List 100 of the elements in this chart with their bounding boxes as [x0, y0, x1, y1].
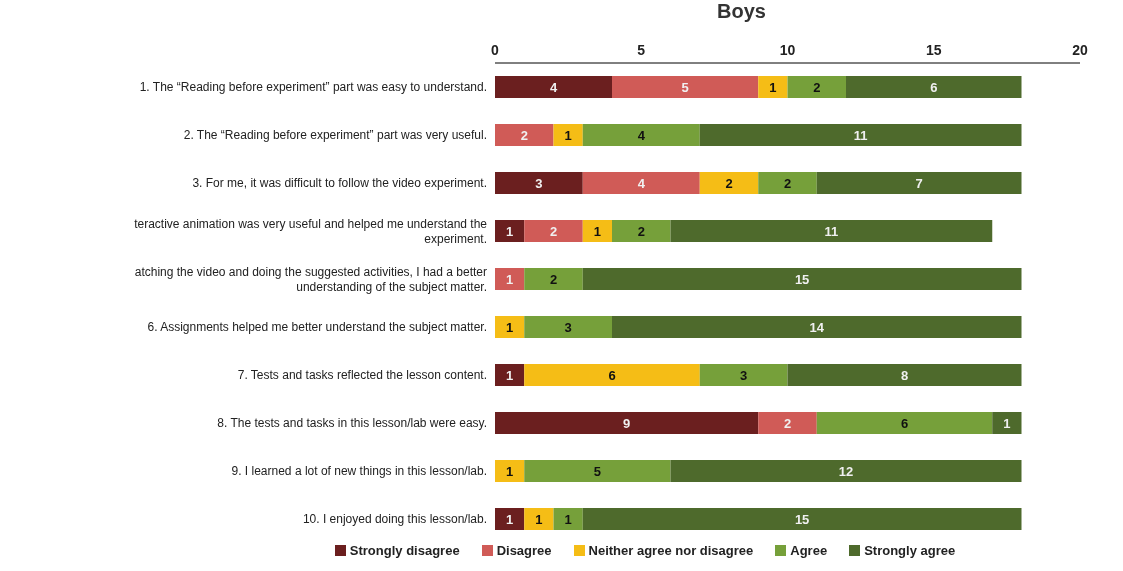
data-label: 4 [549, 80, 558, 95]
bar [758, 412, 817, 434]
data-label: 1 [564, 512, 572, 527]
data-label: 2 [725, 176, 733, 191]
bar [699, 124, 1022, 146]
data-label: 2 [549, 272, 558, 287]
data-label: 14 [809, 320, 825, 335]
data-label: 4 [637, 176, 646, 191]
bar [553, 124, 583, 146]
data-label: 1 [564, 128, 572, 143]
bar [524, 316, 612, 338]
bar [992, 412, 1022, 434]
bar [582, 220, 612, 242]
data-label: 7 [915, 176, 923, 191]
data-label: 1 [506, 368, 514, 383]
bar [699, 364, 788, 386]
bar [524, 220, 583, 242]
legend-label: Strongly disagree [348, 543, 460, 558]
bar [582, 124, 700, 146]
bar [758, 76, 788, 98]
data-label: 1 [506, 320, 514, 335]
data-label: 15 [794, 272, 810, 287]
data-label: 2 [783, 416, 792, 431]
data-label: 1 [769, 80, 777, 95]
data-label: 3 [535, 176, 543, 191]
y-tick-label: 8. The tests and tasks in this lesson/lab were easy. [217, 416, 487, 430]
x-tick-label: 5 [637, 42, 646, 58]
data-label: 8 [900, 368, 909, 383]
data-label: 1 [1003, 416, 1011, 431]
data-label: 2 [520, 128, 528, 143]
data-label: 2 [813, 80, 821, 95]
x-tick-label: 10 [779, 42, 796, 58]
data-label: 11 [824, 224, 839, 239]
bar [846, 76, 1022, 98]
y-tick-label: 3. For me, it was difficult to follow the video experiment. [192, 176, 487, 190]
bar [787, 76, 846, 98]
data-label: 5 [681, 80, 689, 95]
bar [582, 508, 1022, 530]
data-label: 1 [506, 272, 514, 287]
data-label: 1 [535, 512, 543, 527]
x-tick-label: 0 [491, 42, 500, 58]
y-tick-label: 9. I learned a lot of new things in this lesson/lab. [231, 464, 487, 478]
data-label: 6 [608, 368, 616, 383]
bar [582, 268, 1022, 290]
y-tick-label: 7. Tests and tasks reflected the lesson content. [237, 368, 487, 382]
bar [495, 508, 525, 530]
data-label: 1 [506, 512, 514, 527]
bar [582, 172, 700, 194]
data-label: 6 [930, 80, 938, 95]
y-tick-label: 10. I enjoyed doing this lesson/lab. [302, 512, 487, 526]
data-label: 2 [783, 176, 792, 191]
bar [495, 460, 525, 482]
data-label: 12 [838, 464, 854, 479]
legend-label: Agree [789, 543, 828, 558]
legend-label: Strongly agree [863, 543, 956, 558]
bar [524, 268, 583, 290]
bar [787, 364, 1022, 386]
data-label: 4 [637, 128, 646, 143]
bar [816, 172, 1022, 194]
bar [524, 508, 554, 530]
x-tick-label: 15 [925, 42, 942, 58]
bar [612, 220, 671, 242]
bar [495, 220, 525, 242]
y-tick-label: 2. The “Reading before experiment” part was very useful. [183, 128, 487, 142]
bar [670, 220, 993, 242]
legend-label: Disagree [495, 543, 552, 558]
y-tick-label: atching the video and doing the suggested activities, I had a better understanding of the subject matter. [134, 264, 487, 294]
bar [495, 268, 525, 290]
bar [495, 316, 525, 338]
bar [612, 316, 1022, 338]
data-label: 1 [506, 464, 514, 479]
chart-title: Boys [716, 0, 767, 24]
bar [495, 76, 612, 98]
data-label: 1 [506, 224, 514, 239]
bar [758, 172, 817, 194]
x-tick-label: 20 [1072, 42, 1088, 58]
legend-label: Neither agree nor disagree [587, 543, 754, 558]
y-tick-label: teractive animation was very useful and helped me understand the experiment. [134, 216, 488, 246]
y-tick-label: 1. The “Reading before experiment” part was easy to understand. [139, 80, 487, 94]
data-label: 11 [853, 128, 868, 143]
data-label: 15 [794, 512, 810, 527]
bar [495, 124, 554, 146]
data-label: 1 [593, 224, 601, 239]
bar [495, 412, 759, 434]
bar [495, 172, 583, 194]
data-label: 5 [593, 464, 601, 479]
bar [612, 76, 759, 98]
bar [553, 508, 583, 530]
data-label: 2 [637, 224, 645, 239]
bar [699, 172, 759, 194]
bar [670, 460, 1022, 482]
data-label: 6 [900, 416, 909, 431]
bar [524, 364, 700, 386]
data-label: 3 [564, 320, 572, 335]
data-label: 9 [623, 416, 631, 431]
bar [524, 460, 671, 482]
y-tick-label: 6. Assignments helped me better understand the subject matter. [147, 320, 487, 334]
bar [495, 364, 525, 386]
bar [816, 412, 993, 434]
data-label: 2 [549, 224, 558, 239]
